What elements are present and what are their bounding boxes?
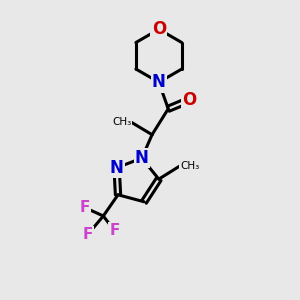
Text: F: F	[83, 227, 93, 242]
Text: F: F	[109, 223, 120, 238]
Text: N: N	[135, 149, 149, 167]
Text: N: N	[110, 159, 124, 177]
Text: N: N	[152, 73, 166, 91]
Text: O: O	[182, 91, 197, 109]
Text: CH₃: CH₃	[180, 161, 199, 171]
Text: O: O	[152, 20, 166, 38]
Text: CH₃: CH₃	[112, 117, 131, 127]
Text: F: F	[80, 200, 90, 215]
